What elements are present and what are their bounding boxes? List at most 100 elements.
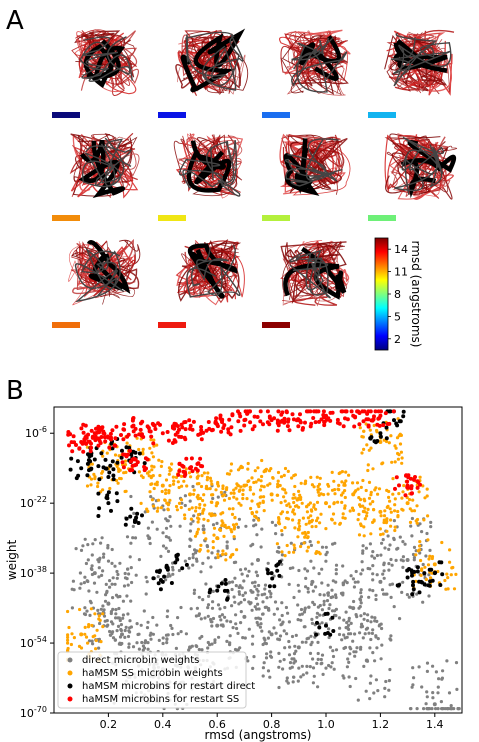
data-point (183, 516, 187, 521)
data-point (257, 583, 261, 588)
y-axis-label: weight (5, 539, 19, 580)
data-point (448, 548, 452, 552)
data-point (383, 546, 387, 550)
rmsd-color-swatch (368, 215, 396, 221)
rmsd-color-swatch (52, 215, 80, 221)
data-point (300, 542, 304, 546)
data-point (367, 496, 372, 500)
data-point (439, 700, 443, 704)
data-point (142, 646, 147, 650)
data-point (375, 439, 380, 443)
data-point (454, 661, 459, 665)
data-point (371, 651, 375, 655)
data-point (368, 646, 372, 650)
data-point (454, 572, 458, 577)
legend-label: haMSM SS microbin weights (82, 668, 223, 679)
data-point (369, 435, 374, 440)
reference-structure (185, 31, 244, 86)
data-point (161, 531, 165, 535)
data-point (338, 521, 342, 525)
data-point (385, 517, 389, 521)
data-point (357, 533, 362, 537)
data-point (123, 489, 127, 494)
data-point (257, 478, 261, 482)
data-point (393, 528, 397, 533)
data-point (260, 474, 264, 479)
data-point (386, 534, 390, 538)
data-point (204, 537, 208, 541)
data-point (150, 464, 154, 468)
data-point (320, 545, 325, 549)
data-point (379, 657, 383, 661)
data-point (208, 643, 212, 647)
data-point (356, 518, 360, 522)
data-point (228, 580, 232, 585)
data-point (228, 634, 232, 638)
data-point (192, 492, 196, 496)
data-point (256, 558, 260, 562)
data-point (410, 685, 414, 689)
data-point (157, 638, 161, 643)
data-point (290, 476, 294, 480)
data-point (273, 600, 278, 604)
data-point (428, 554, 432, 558)
data-point (239, 464, 243, 468)
structure-tile (262, 29, 351, 118)
data-point (227, 496, 231, 501)
data-point (235, 548, 239, 552)
data-point (288, 661, 293, 665)
data-point (225, 546, 229, 550)
data-point (379, 622, 383, 626)
data-point (379, 553, 383, 557)
data-point (170, 626, 174, 631)
data-point (405, 558, 410, 562)
panel-a-label: A (6, 6, 24, 36)
data-point (393, 497, 397, 501)
structure-tile (368, 29, 455, 118)
data-point (426, 514, 430, 518)
data-point (231, 626, 235, 630)
data-point (169, 581, 174, 585)
data-point (188, 499, 192, 503)
data-point (183, 503, 187, 508)
data-point (316, 409, 321, 414)
data-point (167, 472, 171, 476)
data-point (229, 462, 234, 466)
legend-marker (67, 670, 73, 676)
data-point (389, 557, 393, 562)
data-point (216, 480, 220, 485)
data-point (142, 468, 147, 473)
data-point (306, 590, 310, 594)
data-point (192, 588, 197, 592)
reference-structure (299, 35, 342, 81)
data-point (296, 424, 301, 429)
data-point (432, 562, 437, 567)
data-point (431, 696, 435, 700)
data-point (352, 650, 356, 654)
data-point (158, 587, 163, 592)
rmsd-color-swatch (368, 112, 396, 118)
data-point (417, 490, 421, 494)
data-point (425, 531, 429, 536)
data-point (272, 612, 276, 616)
data-point (301, 426, 305, 430)
data-point (200, 474, 204, 478)
data-point (400, 590, 404, 595)
data-point (343, 579, 347, 583)
data-point (361, 549, 365, 553)
data-point (249, 589, 253, 593)
data-point (364, 488, 368, 493)
data-point (221, 486, 225, 491)
data-point (298, 493, 302, 497)
data-point (292, 492, 296, 497)
data-point (137, 470, 141, 474)
data-point (81, 449, 86, 454)
data-point (393, 486, 397, 491)
data-point (171, 568, 175, 572)
data-point (308, 651, 313, 656)
colorbar-gradient (374, 237, 389, 351)
data-point (258, 488, 263, 492)
data-point (274, 523, 278, 527)
data-point (285, 503, 289, 507)
data-point (89, 445, 94, 450)
